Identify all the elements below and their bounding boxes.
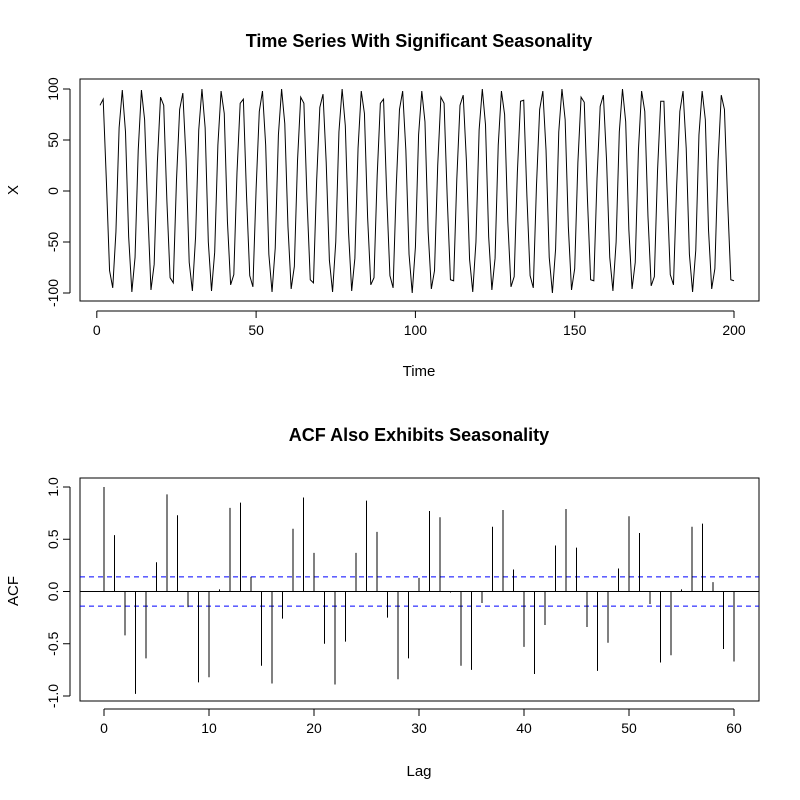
acf-y-axis: -1.0 -0.5 0.0 0.5 1.0 — [45, 477, 71, 708]
acf-x-axis: 0 10 20 30 40 50 60 — [100, 708, 742, 736]
acf-y-tick-label: -1.0 — [45, 684, 61, 708]
time-series-x-tick-label: 150 — [563, 322, 587, 338]
acf-y-tick-label: 0.0 — [45, 582, 61, 602]
time-series-y-axis: -100 -50 0 50 100 — [45, 77, 71, 307]
time-series-x-label: Time — [403, 363, 436, 380]
acf-x-tick-label: 0 — [100, 720, 108, 736]
acf-title: ACF Also Exhibits Seasonality — [289, 425, 549, 445]
acf-x-label: Lag — [406, 763, 431, 780]
acf-panel: ACF Also Exhibits Seasonality 0 10 20 30 40 5… — [5, 425, 760, 780]
acf-y-tick-label: 0.5 — [45, 529, 61, 549]
acf-data — [80, 487, 759, 694]
time-series-y-tick-label: 100 — [45, 77, 61, 101]
time-series-plot-box — [79, 78, 760, 302]
acf-x-tick-label: 10 — [201, 720, 217, 736]
time-series-y-tick-label: 50 — [45, 132, 61, 148]
time-series-line — [99, 88, 735, 294]
time-series-x-tick-label: 0 — [93, 322, 101, 338]
time-series-x-axis: 0 50 100 150 200 — [93, 310, 746, 338]
acf-plot-box — [79, 477, 760, 702]
time-series-x-tick-label: 100 — [404, 322, 428, 338]
acf-x-tick-label: 40 — [516, 720, 532, 736]
time-series-x-tick-label: 50 — [248, 322, 264, 338]
acf-x-tick-label: 50 — [621, 720, 637, 736]
time-series-data — [99, 88, 735, 294]
acf-x-tick-label: 20 — [306, 720, 322, 736]
time-series-y-tick-label: -50 — [45, 232, 61, 252]
acf-x-tick-label: 60 — [726, 720, 742, 736]
time-series-y-label: X — [5, 185, 22, 195]
time-series-panel: Time Series With Significant Seasonality… — [5, 31, 760, 380]
acf-x-tick-label: 30 — [411, 720, 427, 736]
time-series-x-tick-label: 200 — [722, 322, 746, 338]
acf-y-tick-label: 1.0 — [45, 477, 61, 497]
acf-y-tick-label: -0.5 — [45, 631, 61, 655]
acf-y-label: ACF — [5, 576, 22, 606]
time-series-title: Time Series With Significant Seasonality — [246, 31, 593, 51]
time-series-y-tick-label: 0 — [45, 187, 61, 195]
time-series-y-tick-label: -100 — [45, 279, 61, 307]
